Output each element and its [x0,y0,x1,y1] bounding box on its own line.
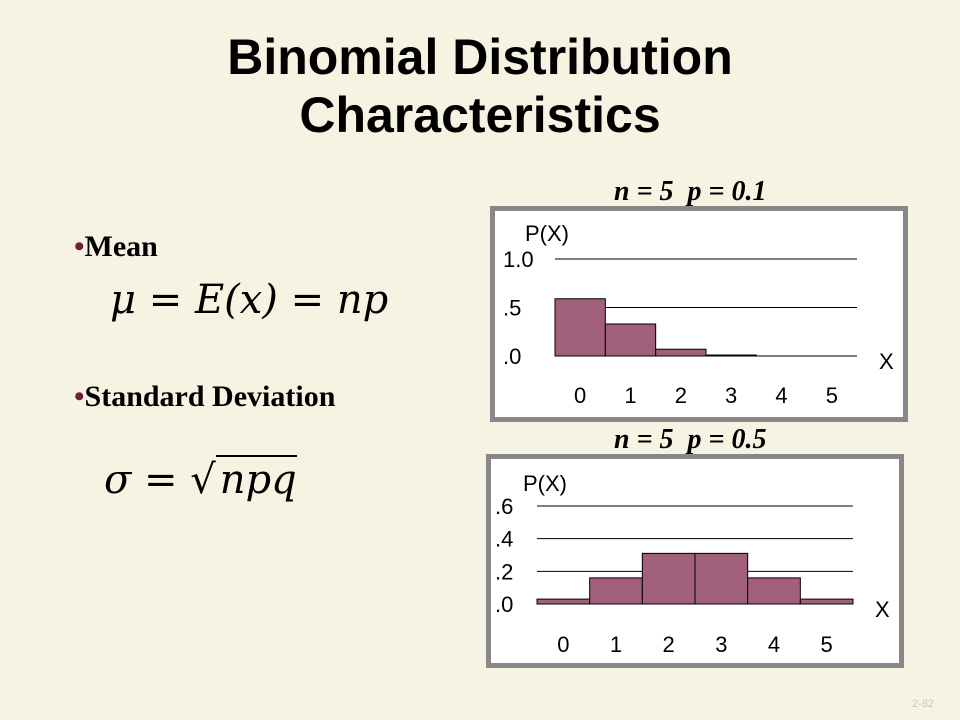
sd-formula-lhs: σ = [104,457,191,503]
bar [705,354,757,357]
x-tick-label: 4 [775,383,787,408]
bar [655,348,707,357]
y-tick-label: .2 [495,559,513,584]
x-tick-label: 5 [826,383,838,408]
x-tick-label: 0 [574,383,586,408]
x-tick-label: 0 [557,632,569,657]
x-tick-label: 2 [675,383,687,408]
mean-formula-lhs: μ = E(x) = [110,277,337,323]
bullet-dot: • [74,380,85,413]
x-tick-label: 3 [725,383,737,408]
sd-formula: σ = √ npq [104,455,297,503]
y-axis-label: P(X) [525,221,569,246]
bullet-sd-label: Standard Deviation [84,380,336,413]
title-line-2: Characteristics [299,87,661,143]
mean-formula-rhs: np [336,277,389,323]
bar [604,323,657,357]
y-axis-label: P(X) [523,471,567,496]
bar [536,598,591,605]
y-tick-label: .4 [495,527,513,552]
slide-title: Binomial Distribution Characteristics [0,28,960,144]
chart1-panel: .0 .5 1.0 0 1 2 3 4 5 P(X) X [490,206,908,422]
y-tick-label: .0 [503,344,521,369]
x-tick-label: 4 [768,632,780,657]
bar [747,577,801,605]
x-axis-label: X [875,597,890,622]
sqrt-sign: √ [190,457,216,503]
bar [799,598,854,605]
x-tick-label: 1 [624,383,636,408]
bullet-standard-deviation: •Standard Deviation [74,380,335,414]
slide-number: 2-82 [911,698,934,710]
x-tick-label: 1 [610,632,622,657]
y-tick-label: .6 [495,494,513,519]
chart1-caption: n = 5 p = 0.1 [614,176,767,207]
x-tick-label: 3 [715,632,727,657]
y-tick-label: 1.0 [503,247,534,272]
title-line-1: Binomial Distribution [227,29,733,85]
bar [554,298,606,357]
x-tick-label: 2 [663,632,675,657]
chart2-caption: n = 5 p = 0.5 [614,424,767,455]
chart1-svg: .0 .5 1.0 0 1 2 3 4 5 P(X) X [503,221,894,408]
bullet-dot: • [74,230,85,263]
chart2-svg: .0 .2 .4 .6 0 1 2 3 4 5 P(X) X [495,471,890,657]
bar [694,552,749,605]
x-axis-label: X [879,349,894,374]
sd-formula-rhs: npq [215,455,297,503]
x-tick-label: 5 [821,632,833,657]
y-tick-label: .0 [495,592,513,617]
bullet-mean: •Mean [74,230,158,264]
bullet-mean-label: Mean [84,230,158,263]
y-tick-label: .5 [503,296,521,321]
mean-formula: μ = E(x) = np [110,278,388,322]
chart2-panel: .0 .2 .4 .6 0 1 2 3 4 5 P(X) X [486,454,904,668]
bar [589,577,643,605]
bar [641,552,696,605]
